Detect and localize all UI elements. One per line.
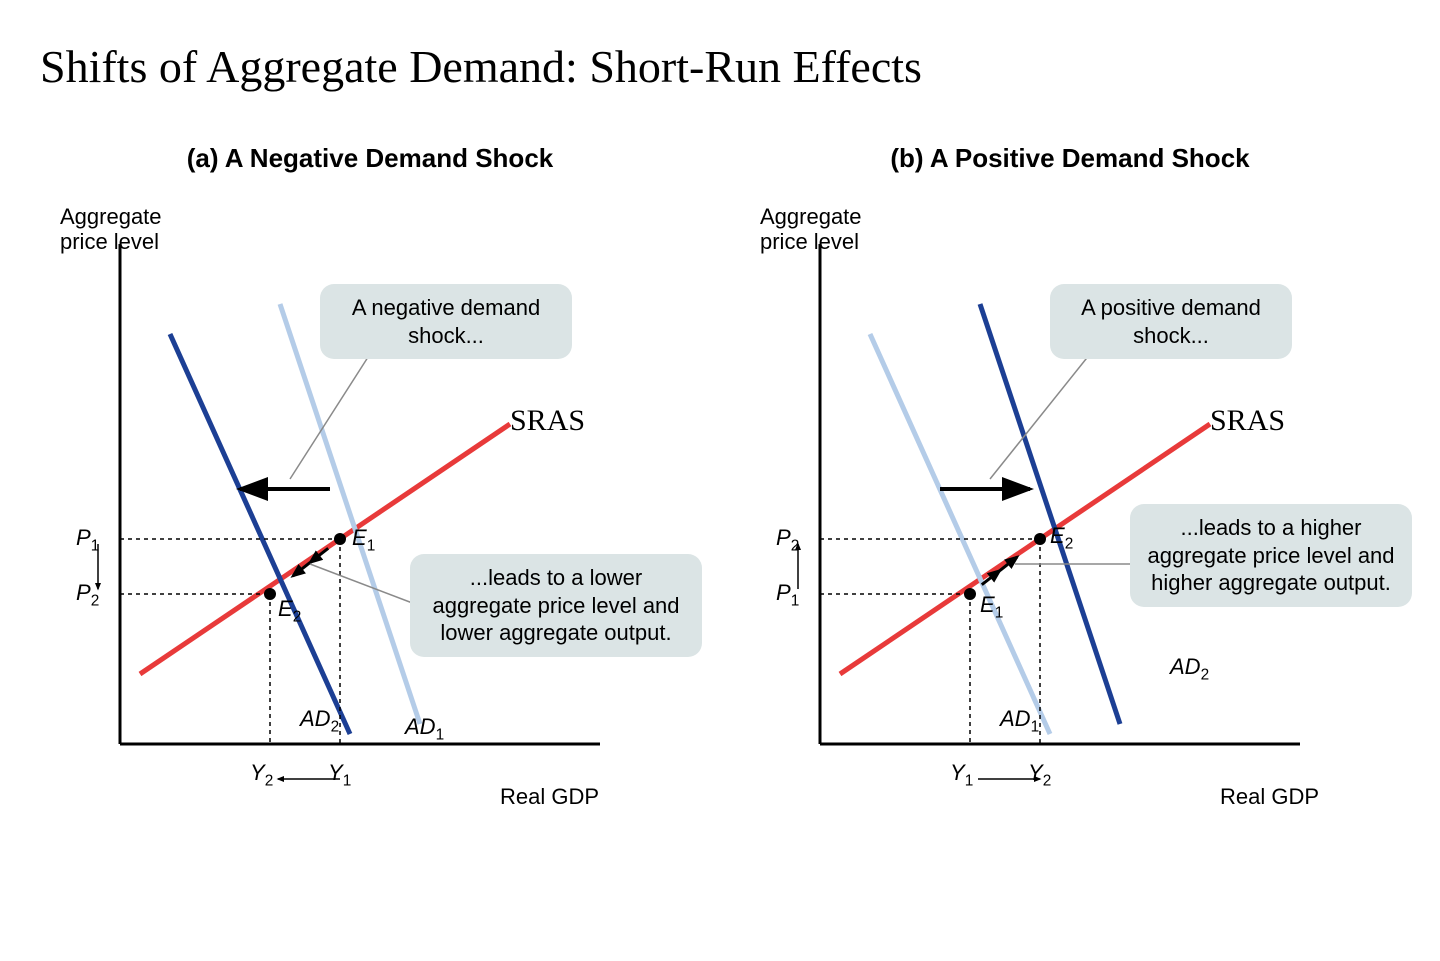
panel-b-title: (b) A Positive Demand Shock bbox=[740, 143, 1400, 174]
x-axis-label-a: Real GDP bbox=[500, 784, 599, 809]
point-e2-a bbox=[264, 588, 276, 600]
callout-bottom-a: ...leads to a lower aggregate price leve… bbox=[410, 554, 702, 657]
panel-b-chart: Aggregateprice level bbox=[740, 204, 1380, 824]
ad1-label-a: AD1 bbox=[405, 714, 444, 744]
ad1-line-a bbox=[280, 304, 420, 724]
y1-label-a: Y1 bbox=[328, 760, 351, 790]
ad2-line-b bbox=[980, 304, 1120, 724]
move-arrow-b bbox=[982, 557, 1017, 585]
ad2-label-b: AD2 bbox=[1170, 654, 1209, 684]
point-e2-b bbox=[1034, 533, 1046, 545]
callout-bottom-b: ...leads to a higher aggregate price lev… bbox=[1130, 504, 1412, 607]
move-arrow-a bbox=[293, 548, 328, 576]
callout-top-b: A positive demand shock... bbox=[1050, 284, 1292, 359]
e1-label-a: E1 bbox=[352, 525, 375, 555]
e2-label-b: E2 bbox=[1050, 523, 1073, 553]
ad2-label-a: AD2 bbox=[300, 706, 339, 736]
panel-b: (b) A Positive Demand Shock Aggregatepri… bbox=[740, 143, 1400, 824]
ad2-line-a bbox=[170, 334, 350, 734]
e2-label-a: E2 bbox=[278, 596, 301, 626]
y2-label-b: Y2 bbox=[1028, 760, 1051, 790]
panel-a-chart: Aggregateprice level /* will be replaced… bbox=[40, 204, 680, 824]
panels-row: (a) A Negative Demand Shock Aggregatepri… bbox=[40, 143, 1400, 824]
p2-label-a: P2 bbox=[76, 580, 99, 610]
page-title: Shifts of Aggregate Demand: Short-Run Ef… bbox=[40, 40, 1400, 93]
panel-a: (a) A Negative Demand Shock Aggregatepri… bbox=[40, 143, 700, 824]
point-e1-a bbox=[334, 533, 346, 545]
p2-label-b: P2 bbox=[776, 525, 799, 555]
ad1-line-b bbox=[870, 334, 1050, 734]
panel-a-title: (a) A Negative Demand Shock bbox=[40, 143, 700, 174]
y2-label-a: Y2 bbox=[250, 760, 273, 790]
leader-bot-a bbox=[310, 564, 415, 604]
p1-label-b: P1 bbox=[776, 580, 799, 610]
page: Shifts of Aggregate Demand: Short-Run Ef… bbox=[0, 0, 1440, 961]
callout-top-a: A negative demand shock... bbox=[320, 284, 572, 359]
e1-label-b: E1 bbox=[980, 592, 1003, 622]
point-e1-b bbox=[964, 588, 976, 600]
p1-label-a: P1 bbox=[76, 525, 99, 555]
ad1-label-b: AD1 bbox=[1000, 706, 1039, 736]
x-axis-label-b: Real GDP bbox=[1220, 784, 1319, 809]
sras-label-b: SRAS bbox=[1210, 404, 1285, 438]
y1-label-b: Y1 bbox=[950, 760, 973, 790]
sras-label-a: SRAS bbox=[510, 404, 585, 438]
